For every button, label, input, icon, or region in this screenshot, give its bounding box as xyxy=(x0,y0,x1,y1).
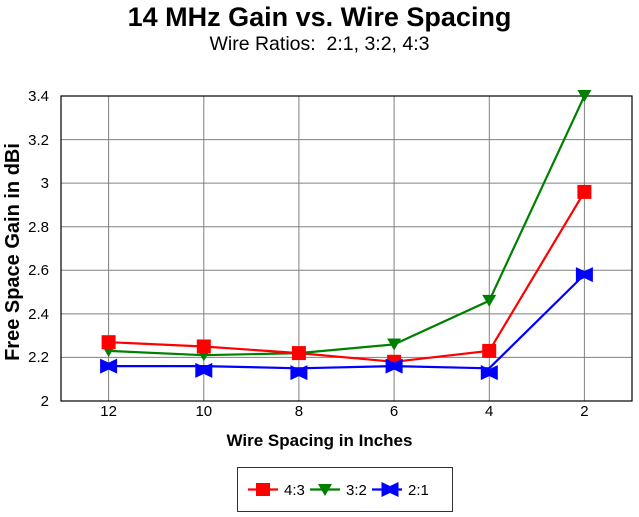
svg-text:3:2: 3:2 xyxy=(346,482,367,499)
svg-text:4:3: 4:3 xyxy=(284,482,305,499)
svg-text:2:1: 2:1 xyxy=(408,482,429,499)
